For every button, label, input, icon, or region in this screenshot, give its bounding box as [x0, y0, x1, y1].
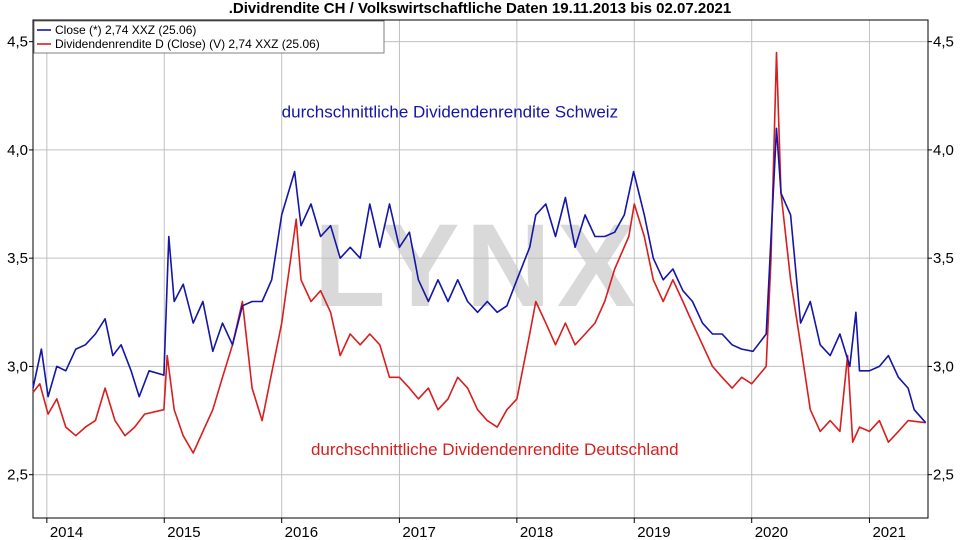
chart-title: .Dividrendite CH / Volkswirtschaftliche … [229, 0, 731, 17]
x-tick-label: 2016 [285, 524, 318, 540]
x-tick-label: 2017 [402, 524, 435, 540]
y-tick-label-right: 3,5 [933, 250, 954, 267]
y-tick-label-left: 4,5 [7, 34, 28, 51]
y-tick-label-left: 2,5 [7, 467, 28, 484]
y-tick-label-left: 3,0 [7, 358, 28, 375]
x-tick-label: 2020 [755, 524, 788, 540]
x-tick-label: 2015 [167, 524, 200, 540]
series-line-de [32, 51, 926, 454]
y-tick-label-left: 3,5 [7, 250, 28, 267]
x-tick-label: 2014 [50, 524, 83, 540]
y-tick-label-right: 4,5 [933, 34, 954, 51]
legend-box [33, 20, 385, 54]
legend-label-de: Dividendenrendite D (Close) (V) 2,74 XXZ… [55, 37, 320, 51]
x-tick-label: 2021 [872, 524, 905, 540]
legend-label-ch: Close (*) 2,74 XXZ (25.06) [55, 23, 196, 37]
annotation-ch: durchschnittliche Dividendenrendite Schw… [282, 102, 618, 121]
y-tick-label-right: 4,0 [933, 142, 954, 159]
y-tick-label-right: 3,0 [933, 358, 954, 375]
y-tick-label-right: 2,5 [933, 467, 954, 484]
annotation-de: durchschnittliche Dividendenrendite Deut… [311, 440, 679, 459]
plot-frame [32, 19, 929, 519]
y-tick-label-left: 4,0 [7, 142, 28, 159]
series-line-ch [32, 127, 927, 424]
x-tick-label: 2019 [637, 524, 670, 540]
x-tick-label: 2018 [520, 524, 553, 540]
